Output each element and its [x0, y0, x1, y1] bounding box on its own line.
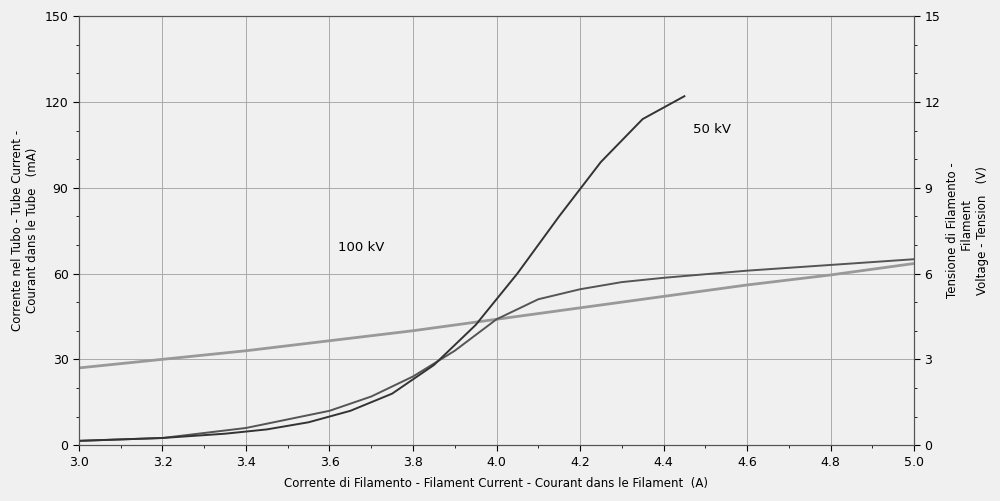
Text: 50 kV: 50 kV — [693, 123, 731, 136]
Y-axis label: Tensione di Filamento -
   Filament
Voltage - Tension   (V): Tensione di Filamento - Filament Voltage… — [946, 163, 989, 299]
X-axis label: Corrente di Filamento - Filament Current - Courant dans le Filament  (A): Corrente di Filamento - Filament Current… — [285, 477, 708, 490]
Y-axis label: Corrente nel Tubo - Tube Current -
Courant dans le Tube   (mA): Corrente nel Tubo - Tube Current - Coura… — [11, 130, 39, 331]
Text: 100 kV: 100 kV — [338, 240, 384, 254]
